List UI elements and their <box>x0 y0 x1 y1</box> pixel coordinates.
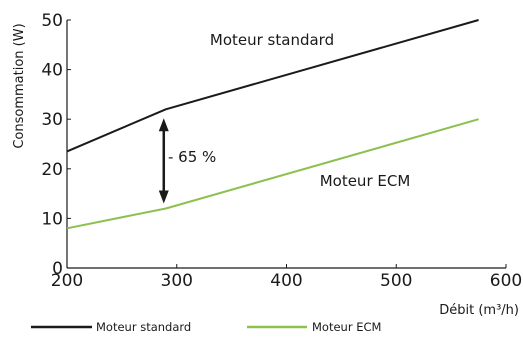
annotation-ecm: Moteur ECM <box>320 172 411 190</box>
x-axis-ticks: 200 300 400 500 600 <box>51 264 522 291</box>
arrow-head-bottom <box>158 190 169 204</box>
arrow-head-top <box>158 118 169 132</box>
x-tick-label: 500 <box>380 271 412 291</box>
x-tick-label: 600 <box>490 271 522 291</box>
y-tick-label: 0 <box>52 259 63 279</box>
legend-label-ecm: Moteur ECM <box>312 320 381 334</box>
x-tick-label: 400 <box>270 271 302 291</box>
x-axis-label: Débit (m³/h) <box>439 303 519 318</box>
y-tick-label: 10 <box>41 209 63 229</box>
x-tick-label: 200 <box>51 271 83 291</box>
y-tick-label: 30 <box>41 110 63 130</box>
y-tick-label: 20 <box>41 160 63 180</box>
reduction-arrow <box>158 118 169 204</box>
annotation-reduction: - 65 % <box>168 148 216 166</box>
y-tick-label: 40 <box>41 61 63 81</box>
y-axis-label: Consommation (W) <box>12 23 27 148</box>
legend: Moteur standard Moteur ECM <box>31 320 381 334</box>
y-tick-label: 50 <box>41 11 63 31</box>
series-line-ecm <box>66 118 479 230</box>
annotation-standard: Moteur standard <box>210 31 334 49</box>
series-lines <box>66 19 479 230</box>
x-tick-label: 300 <box>161 271 193 291</box>
legend-label-standard: Moteur standard <box>96 320 191 334</box>
y-axis-ticks: 0 10 20 30 40 50 <box>41 11 71 279</box>
series-line-standard <box>66 19 479 153</box>
